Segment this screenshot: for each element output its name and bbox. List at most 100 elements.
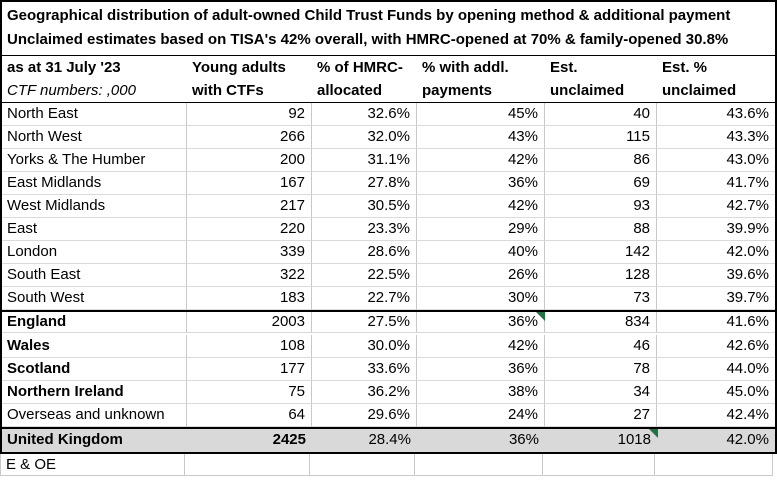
hmrc-pct-cell[interactable]: 23.3% xyxy=(312,218,417,241)
est-unclaimed-pct-cell[interactable]: 39.7% xyxy=(657,287,775,310)
hmrc-pct-cell[interactable]: 32.6% xyxy=(312,103,417,126)
region-cell[interactable]: London xyxy=(2,241,187,264)
addl-pct-cell[interactable]: 42% xyxy=(417,335,545,358)
addl-pct-cell[interactable]: 36% xyxy=(508,431,539,448)
est-unclaimed-cell[interactable]: 834 xyxy=(545,312,657,333)
addl-pct-cell[interactable]: 29% xyxy=(417,218,545,241)
addl-pct-cell[interactable]: 30% xyxy=(417,287,545,310)
addl-pct-cell[interactable]: 36% xyxy=(417,172,545,195)
est-unclaimed-pct-cell[interactable]: 42.6% xyxy=(657,335,775,358)
hmrc-pct-cell[interactable]: 33.6% xyxy=(312,358,417,381)
empty-cell[interactable] xyxy=(310,454,415,476)
region-cell[interactable]: South West xyxy=(2,287,187,310)
addl-pct-cell[interactable]: 42% xyxy=(417,149,545,172)
ctfs-cell[interactable]: 220 xyxy=(187,218,312,241)
ctfs-cell[interactable]: 64 xyxy=(187,404,312,427)
hmrc-pct-cell[interactable]: 31.1% xyxy=(312,149,417,172)
hmrc-pct-cell[interactable]: 36.2% xyxy=(312,381,417,404)
est-unclaimed-cell[interactable]: 142 xyxy=(545,241,657,264)
est-unclaimed-pct-cell[interactable]: 42.4% xyxy=(657,404,775,427)
est-unclaimed-cell[interactable]: 93 xyxy=(545,195,657,218)
region-cell[interactable]: East xyxy=(2,218,187,241)
hmrc-pct-cell[interactable]: 22.7% xyxy=(312,287,417,310)
addl-pct-cell[interactable]: 45% xyxy=(417,103,545,126)
region-cell[interactable]: United Kingdom xyxy=(7,431,123,448)
est-unclaimed-pct-cell[interactable]: 43.3% xyxy=(657,126,775,149)
est-unclaimed-cell[interactable]: 40 xyxy=(545,103,657,126)
hmrc-pct-cell[interactable]: 27.5% xyxy=(312,312,417,333)
region-cell[interactable]: England xyxy=(2,312,187,333)
header-young-adults-cell[interactable]: Young adults with CTFs xyxy=(187,56,312,102)
region-cell[interactable]: Overseas and unknown xyxy=(2,404,187,427)
region-cell[interactable]: North West xyxy=(2,126,187,149)
est-unclaimed-pct-cell[interactable]: 45.0% xyxy=(657,381,775,404)
est-unclaimed-cell[interactable]: 1018 xyxy=(545,429,658,452)
ctfs-cell[interactable]: 183 xyxy=(187,287,312,310)
hmrc-pct-cell[interactable]: 30.0% xyxy=(312,335,417,358)
est-unclaimed-cell[interactable]: 88 xyxy=(545,218,657,241)
region-cell[interactable]: Yorks & The Humber xyxy=(2,149,187,172)
region-cell[interactable]: Wales xyxy=(2,335,187,358)
ctfs-cell[interactable]: 75 xyxy=(187,381,312,404)
addl-pct-cell[interactable]: 26% xyxy=(417,264,545,287)
ctfs-cell[interactable]: 217 xyxy=(187,195,312,218)
est-unclaimed-cell[interactable]: 128 xyxy=(545,264,657,287)
ctfs-cell[interactable]: 108 xyxy=(187,335,312,358)
est-unclaimed-cell[interactable]: 46 xyxy=(545,335,657,358)
hmrc-pct-cell[interactable]: 30.5% xyxy=(312,195,417,218)
est-unclaimed-cell[interactable]: 115 xyxy=(545,126,657,149)
est-unclaimed-cell[interactable]: 69 xyxy=(545,172,657,195)
region-cell[interactable]: Northern Ireland xyxy=(2,381,187,404)
addl-pct-cell[interactable]: 38% xyxy=(417,381,545,404)
ctfs-cell[interactable]: 2003 xyxy=(187,312,312,333)
hmrc-pct-cell[interactable]: 32.0% xyxy=(312,126,417,149)
est-unclaimed-pct-cell[interactable]: 43.0% xyxy=(657,149,775,172)
region-cell[interactable]: East Midlands xyxy=(2,172,187,195)
addl-pct-cell[interactable]: 43% xyxy=(417,126,545,149)
est-unclaimed-pct-cell[interactable]: 44.0% xyxy=(657,358,775,381)
region-cell[interactable]: North East xyxy=(2,103,187,126)
est-unclaimed-cell[interactable]: 78 xyxy=(545,358,657,381)
eoe-note-cell[interactable]: E & OE xyxy=(0,454,185,476)
ctfs-cell[interactable]: 266 xyxy=(187,126,312,149)
est-unclaimed-pct-cell[interactable]: 42.0% xyxy=(726,431,769,448)
ctfs-cell[interactable]: 92 xyxy=(187,103,312,126)
hmrc-pct-cell[interactable]: 29.6% xyxy=(312,404,417,427)
empty-cell[interactable] xyxy=(415,454,543,476)
addl-pct-cell[interactable]: 42% xyxy=(417,195,545,218)
ctfs-cell[interactable]: 2425 xyxy=(272,431,306,448)
region-cell[interactable]: West Midlands xyxy=(2,195,187,218)
est-unclaimed-cell[interactable]: 86 xyxy=(545,149,657,172)
empty-cell[interactable] xyxy=(543,454,655,476)
hmrc-pct-cell[interactable]: 28.6% xyxy=(312,241,417,264)
empty-cell[interactable] xyxy=(185,454,310,476)
ctfs-cell[interactable]: 339 xyxy=(187,241,312,264)
header-addl-payments-cell[interactable]: % with addl. payments xyxy=(417,56,545,102)
addl-pct-cell[interactable]: 40% xyxy=(417,241,545,264)
region-cell[interactable]: South East xyxy=(2,264,187,287)
addl-pct-cell[interactable]: 24% xyxy=(417,404,545,427)
est-unclaimed-cell[interactable]: 34 xyxy=(545,381,657,404)
est-unclaimed-pct-cell[interactable]: 42.7% xyxy=(657,195,775,218)
hmrc-pct-cell[interactable]: 28.4% xyxy=(368,431,411,448)
hmrc-pct-cell[interactable]: 27.8% xyxy=(312,172,417,195)
est-unclaimed-cell[interactable]: 73 xyxy=(545,287,657,310)
header-est-unclaimed-cell[interactable]: Est. unclaimed xyxy=(545,56,657,102)
header-est-pct-unclaimed-cell[interactable]: Est. % unclaimed xyxy=(657,56,775,102)
hmrc-pct-cell[interactable]: 22.5% xyxy=(312,264,417,287)
addl-pct-cell[interactable]: 36% xyxy=(417,312,545,333)
ctfs-cell[interactable]: 200 xyxy=(187,149,312,172)
empty-cell[interactable] xyxy=(655,454,773,476)
ctfs-cell[interactable]: 177 xyxy=(187,358,312,381)
region-cell[interactable]: Scotland xyxy=(2,358,187,381)
ctfs-cell[interactable]: 322 xyxy=(187,264,312,287)
est-unclaimed-cell[interactable]: 27 xyxy=(545,404,657,427)
est-unclaimed-pct-cell[interactable]: 43.6% xyxy=(657,103,775,126)
est-unclaimed-pct-cell[interactable]: 41.7% xyxy=(657,172,775,195)
addl-pct-cell[interactable]: 36% xyxy=(417,358,545,381)
est-unclaimed-pct-cell[interactable]: 42.0% xyxy=(657,241,775,264)
est-unclaimed-pct-cell[interactable]: 41.6% xyxy=(657,312,775,333)
est-unclaimed-pct-cell[interactable]: 39.9% xyxy=(657,218,775,241)
header-hmrc-allocated-cell[interactable]: % of HMRC- allocated xyxy=(312,56,417,102)
ctfs-cell[interactable]: 167 xyxy=(187,172,312,195)
